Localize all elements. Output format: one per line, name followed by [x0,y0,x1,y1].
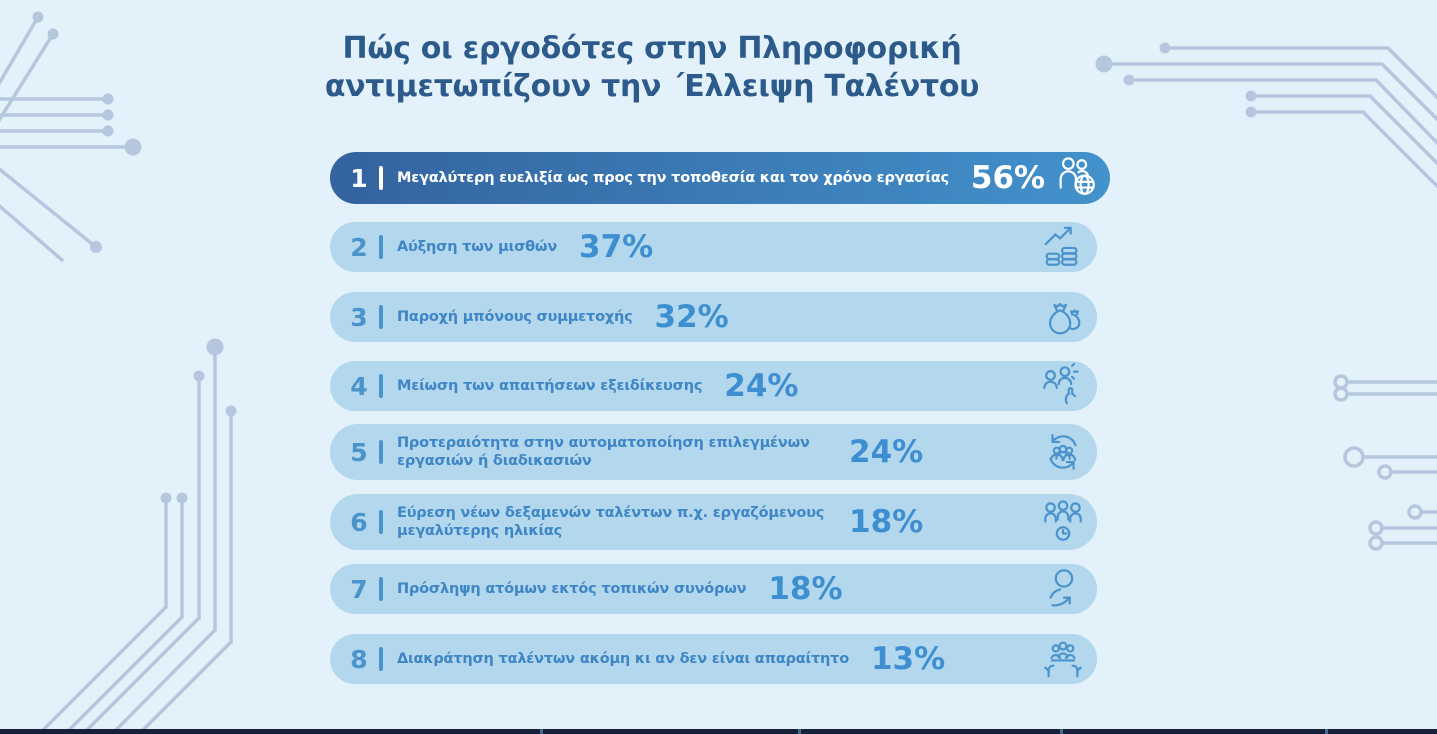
bar-row: 4 Μείωση των απαιτήσεων εξειδίκευσης 24% [330,361,1097,411]
rank-separator [379,166,383,190]
money-bags-icon [1040,294,1086,340]
title-line-2: αντιμετωπίζουν την ΄Ελλειψη Ταλέντου [324,69,980,105]
rank-separator [379,577,383,601]
rank-number: 5 [350,437,368,467]
bar-percentage: 13% [870,641,946,677]
bar-label: Πρόσληψη ατόμων εκτός τοπικών συνόρων [397,580,747,597]
rank-number: 7 [350,574,368,604]
bar-row: 6 Εύρεση νέων δεξαμενών ταλέντων π.χ. ερ… [330,494,1097,550]
bar-label: Παροχή μπόνους συμμετοχής [397,308,633,325]
rank-number: 8 [350,644,368,674]
bar-row: 7 Πρόσληψη ατόμων εκτός τοπικών συνόρων … [330,564,1097,614]
bar-label: Εύρεση νέων δεξαμενών ταλέντων π.χ. εργα… [397,504,825,539]
bottom-border-tick [798,729,801,734]
title-line-1: Πώς οι εργοδότες στην Πληροφορική [342,31,962,66]
bar-row: 2 Αύξηση των μισθών 37% [330,222,1097,272]
bar-row: 1 Μεγαλύτερη ευελιξία ως προς την τοποθε… [330,152,1110,204]
bottom-border-tick [1325,729,1328,734]
rank-number: 1 [350,163,368,193]
bar-label: Αύξηση των μισθών [397,238,558,255]
bar-row: 8 Διακράτηση ταλέντων ακόμη κι αν δεν εί… [330,634,1097,684]
bar-percentage: 18% [849,504,924,540]
bar-label: Μείωση των απαιτήσεων εξειδίκευσης [397,377,703,394]
bar-label: Προτεραιότητα στην αυτοματοποίηση επιλεγ… [397,434,810,469]
bottom-border-tick [1060,729,1063,734]
rank-number: 2 [350,232,368,262]
talent-pool-clock-icon [1040,499,1086,545]
rank-separator [379,647,383,671]
bar-percentage: 56% [970,160,1046,196]
rank-separator [379,305,383,329]
rank-number: 6 [350,507,368,537]
rank-separator [379,440,383,464]
salary-growth-coins-icon [1040,224,1086,270]
page-title: Πώς οι εργοδότες στην Πληροφορική αντιμε… [252,30,1052,107]
hire-beyond-borders-icon [1040,566,1086,612]
bottom-border-tick [540,729,543,734]
skill-requirements-icon [1040,363,1086,409]
bar-row: 3 Παροχή μπόνους συμμετοχής 32% [330,292,1097,342]
talent-retention-hands-icon [1040,636,1086,682]
bar-percentage: 24% [724,368,799,404]
bar-label: Μεγαλύτερη ευελιξία ως προς την τοποθεσί… [397,169,949,186]
rank-number: 4 [350,371,368,401]
bar-percentage: 24% [849,434,924,470]
bar-row: 5 Προτεραιότητα στην αυτοματοποίηση επιλ… [330,424,1097,480]
rank-separator [379,510,383,534]
rank-number: 3 [350,302,368,332]
bar-percentage: 37% [579,229,654,265]
bottom-border [0,729,1437,734]
rank-separator [379,374,383,398]
people-globe-icon [1053,155,1099,201]
bar-label: Διακράτηση ταλέντων ακόμη κι αν δεν είνα… [397,650,849,667]
automation-cycle-icon [1040,429,1086,475]
bar-percentage: 18% [768,571,843,607]
rank-separator [379,235,383,259]
bar-percentage: 32% [654,299,729,335]
